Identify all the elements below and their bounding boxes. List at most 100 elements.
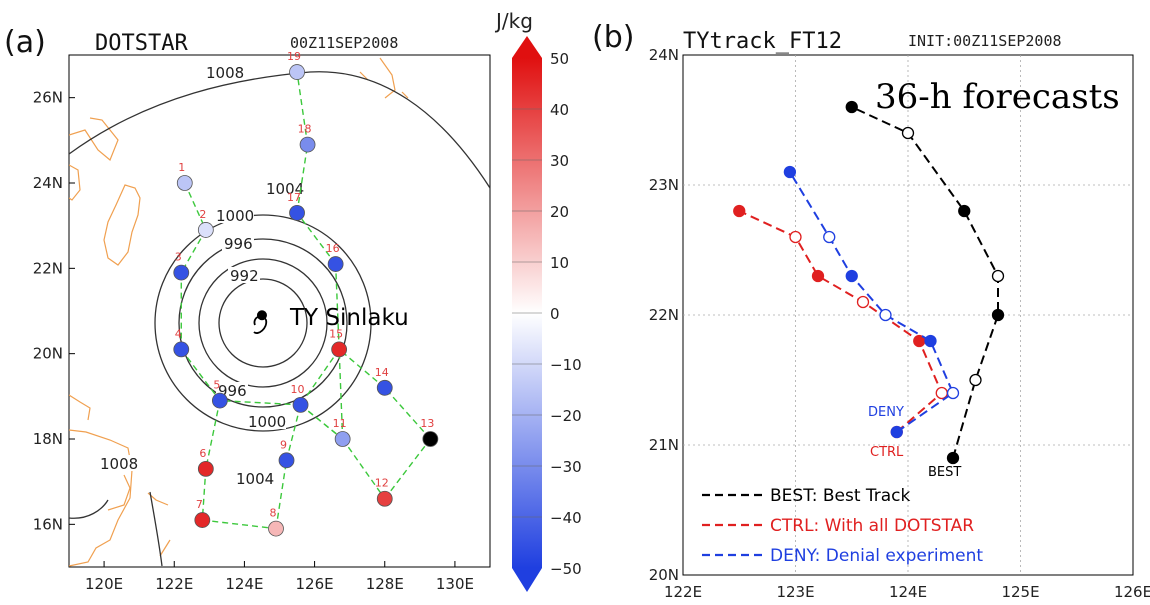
panel-a-title: DOTSTAR [95,31,188,56]
y-tick-label: 20N [33,345,63,363]
colorbar-unit: J/kg [494,9,533,33]
x-tick-label: 125E [1001,583,1039,601]
flight-leg [184,182,207,231]
colorbar-tick-label: −30 [550,458,582,476]
contour-label: 1000 [248,413,286,431]
dropsonde-id: 18 [298,123,312,136]
dropsonde-point [376,379,393,396]
dropsonde-id: 1 [178,161,185,174]
panel-b-ticks: 122E 123E 124E 125E 126E 20N 21N 22N 23N 24N [649,46,1150,601]
legend: BEST: Best Track CTRL: With all DOTSTAR … [702,486,983,566]
x-tick-label: 120E [85,575,123,593]
dropsonde-id: 16 [326,242,340,255]
flight-leg [180,348,221,402]
coastlines [69,57,409,567]
contour-label: 1008 [206,64,244,82]
deny-track-point [823,230,836,244]
dropsonde-point [197,222,214,238]
x-tick-label: 128E [366,575,404,593]
x-tick-label: 122E [155,575,193,593]
dropsonde-point [268,520,284,537]
dropsonde-point [331,341,348,358]
best-track-point [901,126,915,140]
ctrl-track-point [789,230,802,244]
y-tick-label: 24N [649,46,679,64]
dropsonde-id: 8 [269,507,276,520]
panel-b-init: INIT:00Z11SEP2008 [908,32,1062,50]
x-tick-label: 126E [1114,583,1150,601]
flight-path-layer [180,71,431,530]
contour-labels: 1008 1004 1000 996 992 996 1000 1004 100… [98,64,304,488]
colorbar-tick-label: 40 [550,101,569,119]
dropsonde-point [289,204,305,221]
flight-leg [384,438,431,500]
dropsonde-point [173,341,190,358]
dropsonde-id: 17 [287,191,301,204]
contour-label: 1004 [236,470,274,488]
deny-track-point [879,308,892,322]
flight-leg [342,438,386,500]
dropsonde-point [211,392,228,409]
panel-a-init: 00Z11SEP2008 [290,34,398,52]
flight-leg [202,519,277,530]
x-tick-label: 124E [225,575,263,593]
contour-label: 1008 [100,455,138,473]
dropsonde-id: 6 [199,447,206,460]
flight-leg [180,229,207,273]
dropsonde-point [422,431,439,447]
dropsonde-id: 12 [375,477,389,490]
y-tick-label: 22N [649,306,679,324]
best-track-tag: BEST [928,465,961,480]
flight-leg [219,399,301,406]
flight-leg [201,468,207,521]
flight-leg [384,387,431,440]
ctrl-track-point [935,386,948,400]
flight-leg [205,400,221,470]
dropsonde-id: 13 [420,417,434,430]
colorbar-tick-label: 50 [550,50,569,68]
contour-label: 992 [230,267,259,285]
ctrl-track-point [856,295,870,309]
panel-a-ticks: 120E 122E 124E 126E 128E 130E 16N 18N 20N 22N 24N 2… [33,89,474,593]
best-track-point [958,204,971,218]
dropsonde-id: 15 [329,327,343,340]
legend-entry-best: BEST: Best Track [770,486,911,506]
dropsonde-point [289,64,305,80]
flight-leg [296,212,337,265]
ctrl-track-tag: CTRL [870,445,904,460]
panel-a-label: (a) [4,25,46,60]
dropsonde-point [376,490,393,507]
y-tick-label: 26N [33,89,63,107]
colorbar-top-arrow [512,36,542,58]
colorbar-tick-label: −40 [550,509,582,527]
dropsonde-id: 19 [287,50,301,63]
y-tick-label: 23N [649,176,679,194]
flight-leg [334,264,340,350]
ctrl-track-point [811,269,825,283]
deny-track-point [845,269,858,283]
dropsonde-point [176,175,193,191]
dropsonde-point [327,256,344,272]
legend-entry-deny: DENY: Denial experiment [770,546,983,566]
y-tick-label: 21N [649,436,679,454]
dropsonde-id: 11 [333,417,347,430]
best-track-point [845,100,858,114]
dropsonde-id: 10 [291,383,305,396]
y-tick-label: 16N [33,515,63,533]
legend-entry-ctrl: CTRL: With all DOTSTAR [770,516,974,536]
forecast-annotation: 36-h forecasts [875,77,1120,117]
dropsonde-point [334,431,351,447]
contour-label: 996 [224,235,253,253]
flight-leg [275,460,288,529]
dropsonde-point [278,452,295,469]
contour-label: 1000 [216,207,254,225]
flight-leg [296,71,309,145]
ctrl-track-point [733,204,746,218]
deny-track-tag: DENY [868,405,904,420]
x-tick-label: 126E [296,575,334,593]
dropsonde-id: 7 [196,498,203,511]
x-tick-label: 124E [889,583,927,601]
colorbar-tick-label: 0 [550,305,560,323]
